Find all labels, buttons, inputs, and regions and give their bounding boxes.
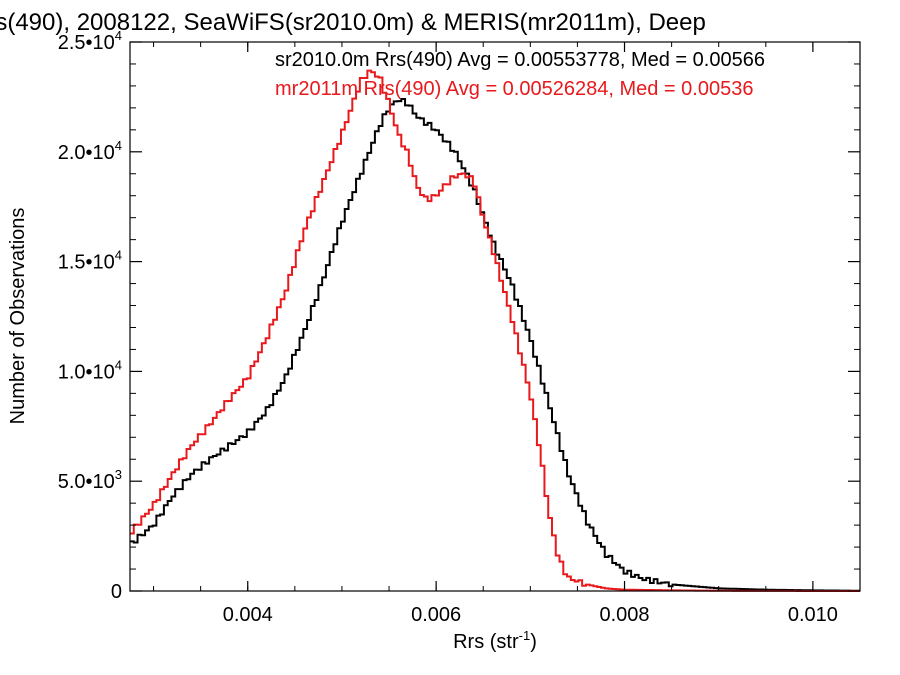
y-axis-label: Number of Observations	[7, 208, 29, 425]
x-axis-label: Rrs (str-1)	[453, 628, 537, 653]
x-tick-label: 0.008	[599, 604, 649, 626]
y-tick-label: 2.0•104	[58, 138, 122, 164]
y-tick-label: 5.0•103	[58, 467, 122, 493]
series-annotation-sr2010: sr2010.0m Rrs(490) Avg = 0.00553778, Med…	[275, 49, 765, 71]
series-annotation-mr2011: mr2011m Rrs(490) Avg = 0.00526284, Med =…	[275, 78, 753, 100]
x-tick-label: 0.004	[223, 604, 273, 626]
x-tick-label: 0.010	[788, 604, 838, 626]
series-line-mr2011m	[130, 69, 860, 592]
series-layer	[130, 69, 860, 592]
y-tick-label: 0	[111, 581, 122, 603]
x-tick-label: 0.006	[411, 604, 461, 626]
x-axis-label-close: )	[530, 631, 537, 653]
plot-frame	[129, 41, 861, 592]
y-tick-label: 2.5•104	[58, 28, 122, 54]
y-tick-label: 1.5•104	[58, 248, 122, 274]
chart-title: Rrs(490), 2008122, SeaWiFS(sr2010.0m) & …	[0, 9, 706, 36]
x-axis-label-text: Rrs (str	[453, 631, 519, 653]
y-tick-label: 1.0•104	[58, 357, 122, 383]
series-line-sr2010.0m	[130, 98, 860, 592]
x-axis-label-exponent: -1	[519, 628, 531, 643]
tick-layer: 0.004 0.006 0.008 0.010 0 5.0•103 1.0•104 1.5•1…	[58, 28, 860, 626]
